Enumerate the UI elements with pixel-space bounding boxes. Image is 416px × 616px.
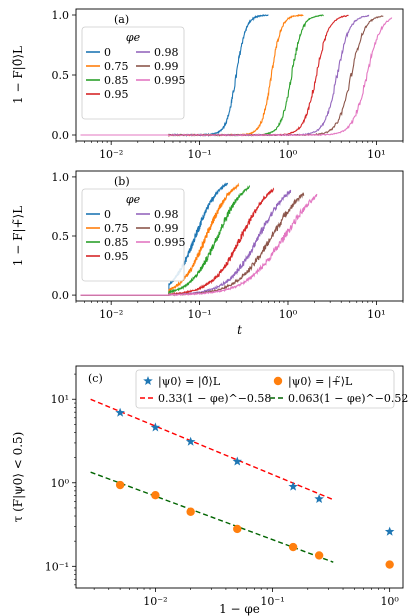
legend-label: 0.75 xyxy=(104,222,129,235)
legend: φe 00.750.850.95 0.980.990.995 xyxy=(81,26,186,120)
legend-label: 0.995 xyxy=(154,74,186,87)
x-tick-label: 10⁻¹ xyxy=(187,308,211,321)
x-tick-label: 10¹ xyxy=(367,308,385,321)
panel-tag: (c) xyxy=(88,372,103,385)
plot-frame xyxy=(75,365,404,589)
legend-frame xyxy=(81,188,185,282)
legend-title: φe xyxy=(126,31,141,44)
legend-label: 0.98 xyxy=(154,208,179,221)
data-point-star xyxy=(115,407,125,417)
fit-line xyxy=(90,471,334,563)
x-tick-label: 10⁰ xyxy=(279,308,298,321)
legend-title: φe xyxy=(126,193,141,206)
y-tick-label: 0.5 xyxy=(52,230,70,243)
y-tick-label: 0.5 xyxy=(52,69,70,82)
legend-label: 0.85 xyxy=(104,236,129,249)
panel-2-series: τ (F|ψ0⟩ < 0.5) 1 − φe (c) xyxy=(11,372,395,616)
data-point-circle xyxy=(314,551,324,560)
series-line-0.75 xyxy=(80,182,240,296)
legend-label: 0.75 xyxy=(104,60,129,73)
data-point-circle xyxy=(115,480,125,490)
panel-2-axes: 10⁻² 10⁻¹ 10⁰ 10⁻¹ 10⁰ 10¹ xyxy=(45,365,404,608)
series-line-0.95 xyxy=(80,187,275,296)
legend-label: 0.063(1 − φe)^−0.52 xyxy=(288,392,408,405)
legend: |ψ0⟩ = |0̃⟩L |ψ0⟩ = |+̃⟩L 0.33(1 − φe)^−0.… xyxy=(135,369,408,409)
data-point-star xyxy=(150,422,161,432)
x-tick-label: 10⁰ xyxy=(279,148,298,161)
series-line-0.995 xyxy=(80,193,318,296)
x-tick-label: 10⁻² xyxy=(99,148,123,161)
data-point-star xyxy=(384,526,395,536)
legend-frame xyxy=(135,369,395,409)
legend-label: 0.95 xyxy=(104,250,129,263)
y-tick-label: 10¹ xyxy=(51,393,69,406)
panel-tag: (a) xyxy=(114,13,129,26)
legend-label: |ψ0⟩ = |+̃⟩L xyxy=(288,375,353,389)
data-point-circle xyxy=(151,491,160,500)
x-tick-label: 10⁻² xyxy=(99,308,123,321)
x-tick-label: 10⁻¹ xyxy=(260,595,284,608)
panel-tag: (b) xyxy=(114,175,130,188)
x-axis-label: t xyxy=(237,323,242,337)
panel-1-axes: 10⁻² 10⁻¹ 10⁰ 10¹ 0.0 0.5 1.0 xyxy=(52,170,404,321)
data-point-circle xyxy=(233,524,242,534)
series-line-0.85 xyxy=(80,185,251,296)
x-axis-label: 1 − φe xyxy=(219,602,260,616)
legend-label: 0.95 xyxy=(104,88,129,101)
data-point-star xyxy=(232,456,242,466)
y-tick-label: 10⁰ xyxy=(51,477,70,490)
y-tick-label: 10⁻¹ xyxy=(45,560,69,573)
x-tick-label: 10⁻¹ xyxy=(187,148,211,161)
y-tick-label: 0.0 xyxy=(52,289,70,302)
legend-label: 0.995 xyxy=(154,236,186,249)
y-axis-label: 1 − F|+̃⟩L xyxy=(11,206,25,266)
panel-0-series: 1 − F|0̃⟩L (a) xyxy=(11,13,393,138)
legend-frame xyxy=(81,26,185,120)
data-point-star xyxy=(185,436,196,446)
legend-label: 0.99 xyxy=(154,60,179,73)
panel-0-axes: 10⁻² 10⁻¹ 10⁰ 10¹ 0.0 0.5 1.0 xyxy=(52,8,404,161)
legend-label: 0.85 xyxy=(104,74,129,87)
legend-label: 0 xyxy=(104,208,111,221)
legend-label: |ψ0⟩ = |0̃⟩L xyxy=(158,375,221,389)
series-line-0.995 xyxy=(80,17,393,137)
y-tick-label: 1.0 xyxy=(52,9,70,22)
legend-label: 0.99 xyxy=(154,222,179,235)
data-point-circle xyxy=(186,507,195,516)
legend-label: 0.33(1 − φe)^−0.58 xyxy=(158,392,271,405)
x-tick-label: 10⁻² xyxy=(143,595,167,608)
data-point-circle xyxy=(385,560,394,569)
y-axis-label: 1 − F|0̃⟩L xyxy=(11,46,25,104)
fit-line xyxy=(90,398,334,501)
data-point-star xyxy=(288,481,298,491)
y-tick-label: 0.0 xyxy=(52,129,70,142)
legend: φe 00.750.850.95 0.980.990.995 xyxy=(81,188,186,282)
x-tick-label: 10⁰ xyxy=(380,595,399,608)
y-axis-label: τ (F|ψ0⟩ < 0.5) xyxy=(11,432,25,523)
y-tick-label: 1.0 xyxy=(52,171,70,184)
legend-circle-marker xyxy=(273,376,283,386)
legend-label: 0 xyxy=(104,46,111,59)
data-point-star xyxy=(314,494,324,503)
x-tick-label: 10¹ xyxy=(367,148,385,161)
legend-label: 0.98 xyxy=(154,46,179,59)
data-point-circle xyxy=(288,542,298,552)
legend-star-marker xyxy=(143,376,153,385)
